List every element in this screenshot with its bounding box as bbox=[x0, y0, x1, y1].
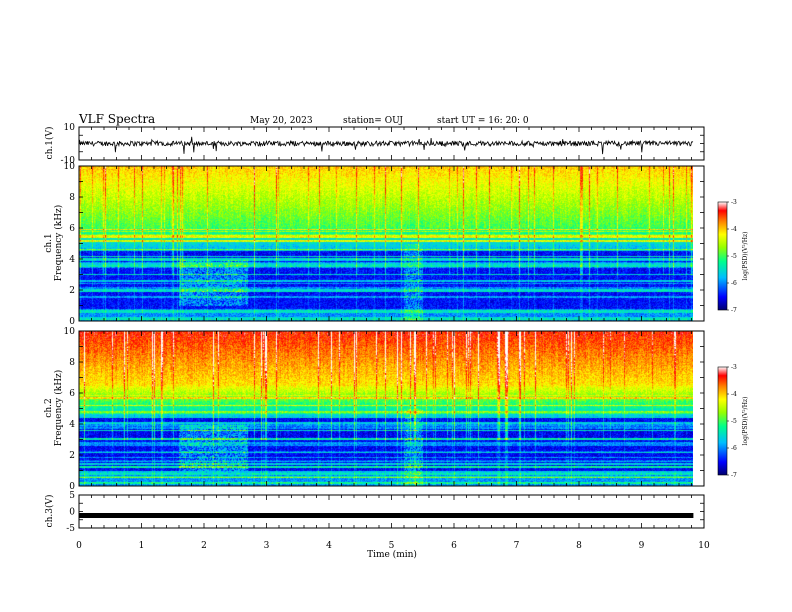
y-tick-label: -5 bbox=[66, 524, 75, 534]
ch2-spectrogram-ylabel-line: Frequency (kHz) bbox=[53, 370, 64, 447]
x-tick-label: 1 bbox=[139, 541, 145, 551]
ch3-trace-line bbox=[79, 513, 694, 518]
colorbar-tick-label: -5 bbox=[731, 418, 737, 425]
ch1-waveform-frame bbox=[78, 126, 705, 161]
x-tick-label: 5 bbox=[389, 541, 395, 551]
y-tick-label: -10 bbox=[61, 156, 76, 166]
y-tick-label: 8 bbox=[69, 193, 75, 203]
y-tick-label: 4 bbox=[69, 420, 75, 430]
colorbar-tick-label: -3 bbox=[731, 364, 737, 371]
y-tick-label: 10 bbox=[64, 123, 76, 133]
time-axis: 0 1 2 3 4 5 6 7 8 9 10 bbox=[76, 541, 710, 551]
colorbar-label: log(PSD)(V²/Hz) bbox=[742, 397, 749, 446]
colorbar-tick-label: -5 bbox=[731, 253, 737, 260]
x-tick-label: 6 bbox=[451, 541, 457, 551]
ch3-trace-panel: 5 0 -5 bbox=[66, 491, 705, 534]
y-tick-label: 10 bbox=[64, 162, 76, 172]
ch2-colorbar: -3 -4 -5 -6 -7 log(PSD)(V²/Hz) bbox=[717, 364, 749, 479]
ch1-waveform-ylabel: ch.1(V) bbox=[44, 127, 55, 160]
colorbar-tick-label: -7 bbox=[731, 307, 737, 314]
colorbar-label: log(PSD)(V²/Hz) bbox=[742, 232, 749, 281]
y-tick-label: 0 bbox=[69, 317, 75, 327]
ch1-waveform-line bbox=[78, 136, 694, 155]
x-axis-label: Time (min) bbox=[367, 549, 417, 560]
y-tick-label: 8 bbox=[69, 358, 75, 368]
ch1-spectrogram-image bbox=[79, 166, 693, 321]
ch1-colorbar: -3 -4 -5 -6 -7 log(PSD)(V²/Hz) bbox=[717, 199, 749, 314]
ch2-spectrogram-panel: 0 2 4 6 8 10 bbox=[64, 327, 705, 492]
colorbar-tick-label: -3 bbox=[731, 199, 737, 206]
y-tick-label: 6 bbox=[69, 389, 75, 399]
ch3-trace-ylabel: ch.3(V) bbox=[44, 495, 55, 528]
y-tick-label: 10 bbox=[64, 327, 76, 337]
ch1-spectrogram-panel: 0 2 4 6 8 10 bbox=[64, 162, 705, 327]
x-tick-label: 0 bbox=[76, 541, 82, 551]
x-tick-label: 10 bbox=[698, 541, 710, 551]
y-tick-label: 2 bbox=[69, 286, 75, 296]
x-tick-label: 4 bbox=[326, 541, 332, 551]
colorbar-tick-label: -4 bbox=[731, 226, 737, 233]
ch1-spectrogram-ylabel-line: Frequency (kHz) bbox=[53, 205, 64, 282]
start-time-label: start UT = 16: 20: 0 bbox=[437, 116, 529, 126]
x-tick-label: 3 bbox=[264, 541, 270, 551]
x-tick-label: 9 bbox=[639, 541, 645, 551]
y-tick-label: 0 bbox=[69, 482, 75, 492]
ch1-waveform-panel: 10 -10 bbox=[61, 123, 705, 166]
x-tick-label: 8 bbox=[576, 541, 582, 551]
colorbar-tick-label: -6 bbox=[731, 445, 737, 452]
date-label: May 20, 2023 bbox=[250, 116, 313, 126]
x-tick-label: 7 bbox=[514, 541, 520, 551]
ch2-spectrogram-ylabel: ch.2Frequency (kHz) bbox=[44, 370, 64, 447]
y-tick-label: 2 bbox=[69, 451, 75, 461]
x-tick-label: 2 bbox=[201, 541, 207, 551]
station-label: station= OUJ bbox=[343, 116, 403, 126]
colorbar-gradient bbox=[717, 201, 728, 311]
figure-title: VLF Spectra bbox=[78, 112, 155, 126]
ch2-spectrogram-ylabel-line: ch.2 bbox=[44, 398, 54, 417]
y-tick-label: 4 bbox=[69, 255, 75, 265]
colorbar-tick-label: -4 bbox=[731, 391, 737, 398]
colorbar-tick-label: -6 bbox=[731, 280, 737, 287]
ch1-spectrogram-ylabel-line: ch.1 bbox=[44, 233, 54, 252]
ch2-spectrogram-image bbox=[79, 331, 693, 486]
y-tick-label: 0 bbox=[69, 508, 75, 518]
y-tick-label: 6 bbox=[69, 224, 75, 234]
colorbar-gradient bbox=[717, 366, 728, 476]
colorbar-tick-label: -7 bbox=[731, 472, 737, 479]
y-tick-label: 5 bbox=[69, 491, 75, 501]
ch1-spectrogram-ylabel: ch.1Frequency (kHz) bbox=[44, 205, 64, 282]
